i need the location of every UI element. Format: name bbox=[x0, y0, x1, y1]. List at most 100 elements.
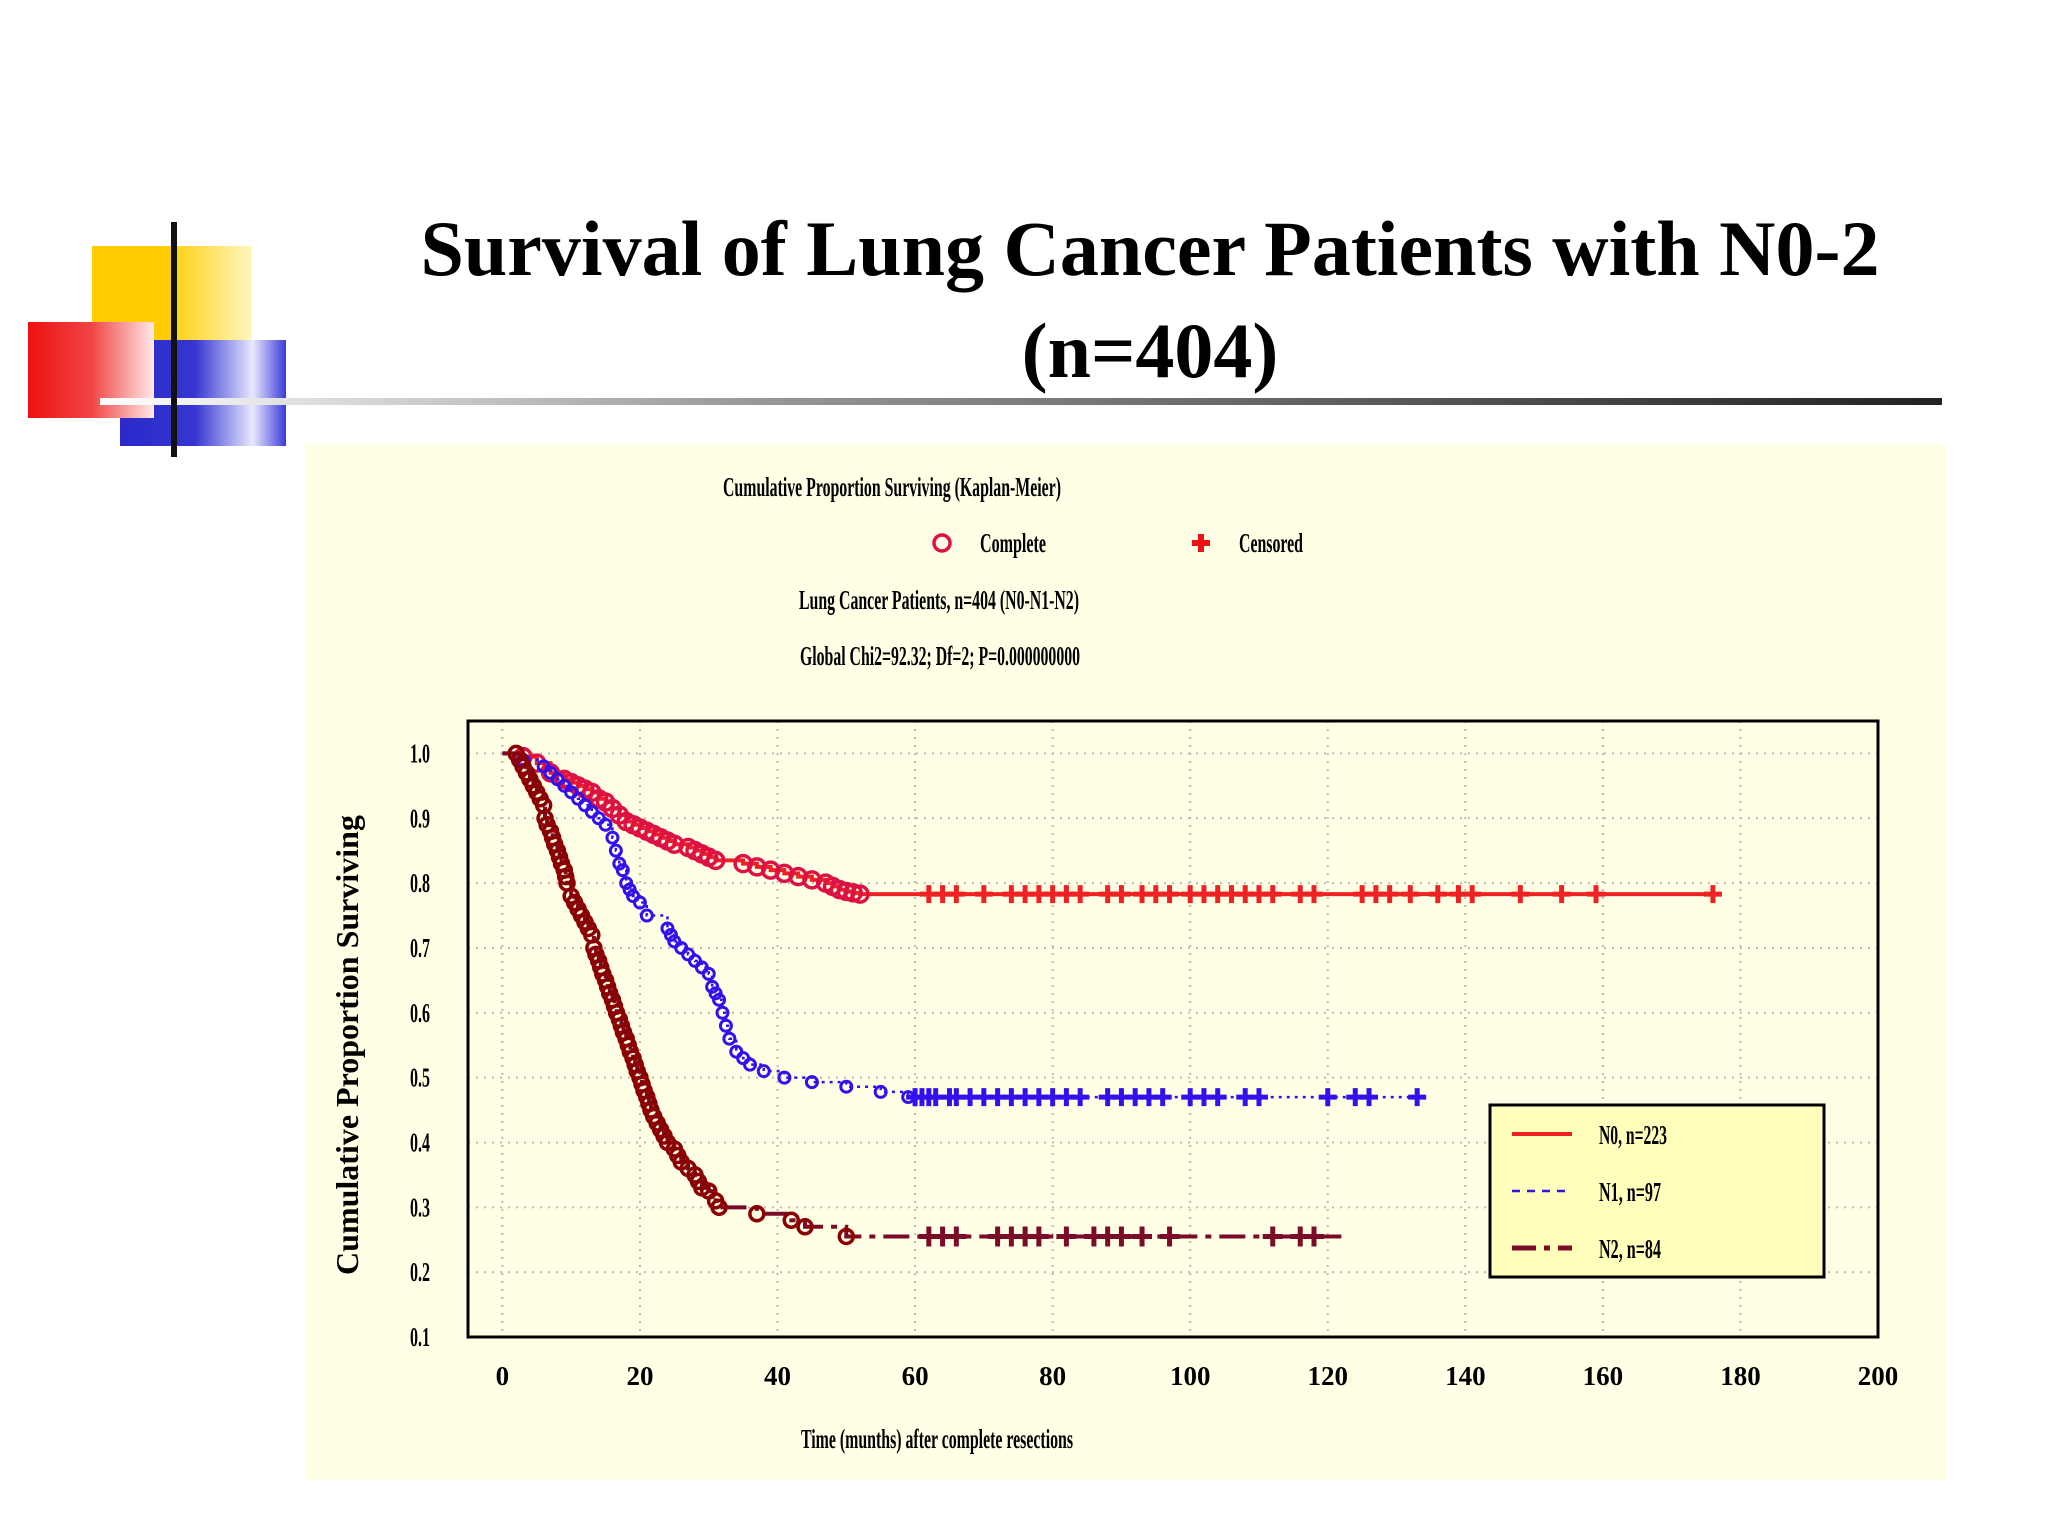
censored-marker bbox=[1111, 1226, 1132, 1247]
censored-marker bbox=[1511, 885, 1530, 904]
complete-event-marker bbox=[722, 1031, 737, 1046]
y-tick-label: 0.4 bbox=[410, 1127, 430, 1157]
complete-event-marker bbox=[598, 817, 613, 832]
censored-marker bbox=[946, 1226, 967, 1247]
chart-panel bbox=[306, 444, 1946, 1480]
censored-marker bbox=[1587, 885, 1605, 904]
x-tick-label: 160 bbox=[1583, 1361, 1624, 1391]
slide-decoration bbox=[28, 222, 1942, 457]
y-tick-label: 0.3 bbox=[410, 1192, 430, 1222]
complete-event-marker bbox=[873, 1084, 888, 1099]
complete-event-marker bbox=[796, 1218, 814, 1236]
x-tick-label: 100 bbox=[1170, 1361, 1211, 1391]
censored-marker bbox=[1132, 1226, 1153, 1247]
censored-marker bbox=[1153, 1088, 1172, 1107]
censored-marker bbox=[1401, 885, 1420, 904]
complete-event-marker bbox=[715, 1005, 730, 1020]
censored-marker bbox=[1360, 1088, 1379, 1107]
censored-marker bbox=[1071, 1088, 1090, 1107]
censored-marker bbox=[1318, 1088, 1337, 1107]
complete-event-marker bbox=[712, 992, 727, 1007]
complete-event-marker bbox=[705, 850, 726, 871]
x-tick-label: 120 bbox=[1308, 1361, 1349, 1391]
censored-marker bbox=[1056, 1226, 1077, 1247]
complete-event-marker bbox=[837, 1227, 856, 1246]
censored-marker bbox=[1262, 1226, 1283, 1247]
complete-event-marker bbox=[743, 1057, 757, 1072]
censored-marker bbox=[947, 885, 966, 904]
header-rule bbox=[100, 398, 1942, 405]
complete-event-marker bbox=[605, 830, 620, 845]
censored-marker bbox=[1408, 1088, 1427, 1107]
censored-marker bbox=[1263, 885, 1282, 904]
chart-subtitle: Lung Cancer Patients, n=404 (N0-N1-N2) bbox=[799, 585, 1079, 615]
complete-event-marker bbox=[748, 1205, 766, 1223]
y-tick-label: 0.9 bbox=[410, 803, 430, 833]
legend-label-n1: N1, n=97 bbox=[1599, 1177, 1661, 1207]
complete-event-marker bbox=[756, 1064, 771, 1079]
censored-marker bbox=[1071, 885, 1090, 904]
complete-marker-label: Complete bbox=[980, 528, 1046, 558]
x-tick-label: 40 bbox=[764, 1361, 791, 1391]
complete-event-marker bbox=[804, 1075, 819, 1090]
censored-marker bbox=[1380, 885, 1399, 904]
legend-label-n2: N2, n=84 bbox=[1599, 1234, 1661, 1264]
chart-statistics: Global Chi2=92.32; Df=2; P=0.000000000 bbox=[800, 641, 1080, 671]
survival-curves bbox=[502, 744, 1722, 1247]
complete-event-marker bbox=[615, 863, 630, 878]
censored-marker-label: Censored bbox=[1239, 528, 1303, 558]
slide-title: Survival of Lung Cancer Patients with N0… bbox=[420, 205, 1880, 292]
y-tick-label: 1.0 bbox=[410, 738, 430, 768]
plot-frame bbox=[466, 719, 1880, 1339]
complete-event-marker bbox=[777, 1070, 792, 1085]
censored-marker bbox=[1703, 885, 1722, 904]
x-tick-labels: 0 20 40 60 80 100 120 140 160 180 200 bbox=[496, 1361, 1899, 1391]
censored-marker bbox=[1028, 1226, 1049, 1247]
complete-event-marker bbox=[839, 1079, 854, 1094]
complete-event-marker bbox=[608, 843, 623, 858]
complete-event-marker bbox=[632, 895, 647, 910]
x-axis-label: Time (munths) after complete resections bbox=[801, 1424, 1073, 1454]
x-tick-label: 180 bbox=[1720, 1361, 1761, 1391]
complete-event-marker bbox=[718, 1018, 733, 1033]
complete-event-marker bbox=[701, 966, 716, 981]
y-tick-label: 0.6 bbox=[410, 998, 430, 1028]
slide-title-count: (n=404) bbox=[1021, 307, 1279, 394]
censored-marker bbox=[1463, 885, 1482, 904]
survival-curve bbox=[502, 752, 1425, 1099]
legend-label-n0: N0, n=223 bbox=[1599, 1120, 1667, 1150]
complete-event-marker bbox=[782, 1211, 801, 1230]
censored-marker bbox=[1159, 1226, 1180, 1247]
x-tick-label: 20 bbox=[626, 1361, 653, 1391]
survival-curve bbox=[502, 751, 1720, 897]
censored-marker bbox=[1304, 1226, 1324, 1247]
censored-marker bbox=[974, 885, 993, 904]
censored-marker bbox=[1428, 885, 1447, 904]
y-tick-label: 0.5 bbox=[410, 1063, 430, 1093]
series-n1 bbox=[502, 752, 1427, 1107]
x-tick-label: 60 bbox=[902, 1361, 929, 1391]
y-axis-label: Cumulative Proportion Surviving bbox=[329, 815, 365, 1275]
series-n2 bbox=[502, 744, 1349, 1247]
censored-marker bbox=[1160, 885, 1179, 904]
x-tick-label: 140 bbox=[1445, 1361, 1486, 1391]
series-n0 bbox=[502, 746, 1722, 904]
x-tick-label: 0 bbox=[496, 1361, 510, 1391]
complete-event-marker bbox=[639, 908, 654, 923]
complete-marker-icon bbox=[932, 533, 952, 553]
series-legend: N0, n=223 N1, n=97 N2, n=84 bbox=[1488, 1103, 1826, 1279]
y-tick-label: 0.2 bbox=[410, 1257, 430, 1287]
censored-marker bbox=[1249, 1088, 1268, 1107]
complete-event-marker bbox=[710, 1198, 728, 1217]
complete-event-marker bbox=[850, 884, 870, 904]
deco-vertical-bar bbox=[171, 222, 177, 457]
y-tick-labels: 0.1 0.2 0.3 0.4 0.5 0.6 0.7 0.8 0.9 1.0 bbox=[410, 738, 430, 1352]
y-tick-label: 0.7 bbox=[410, 933, 430, 963]
censored-marker bbox=[1552, 885, 1571, 904]
y-tick-label: 0.8 bbox=[410, 868, 430, 898]
censored-marker-icon bbox=[1192, 534, 1210, 552]
survival-curve bbox=[502, 751, 1349, 1239]
censored-marker bbox=[1112, 885, 1131, 904]
censored-marker bbox=[1208, 1088, 1227, 1107]
